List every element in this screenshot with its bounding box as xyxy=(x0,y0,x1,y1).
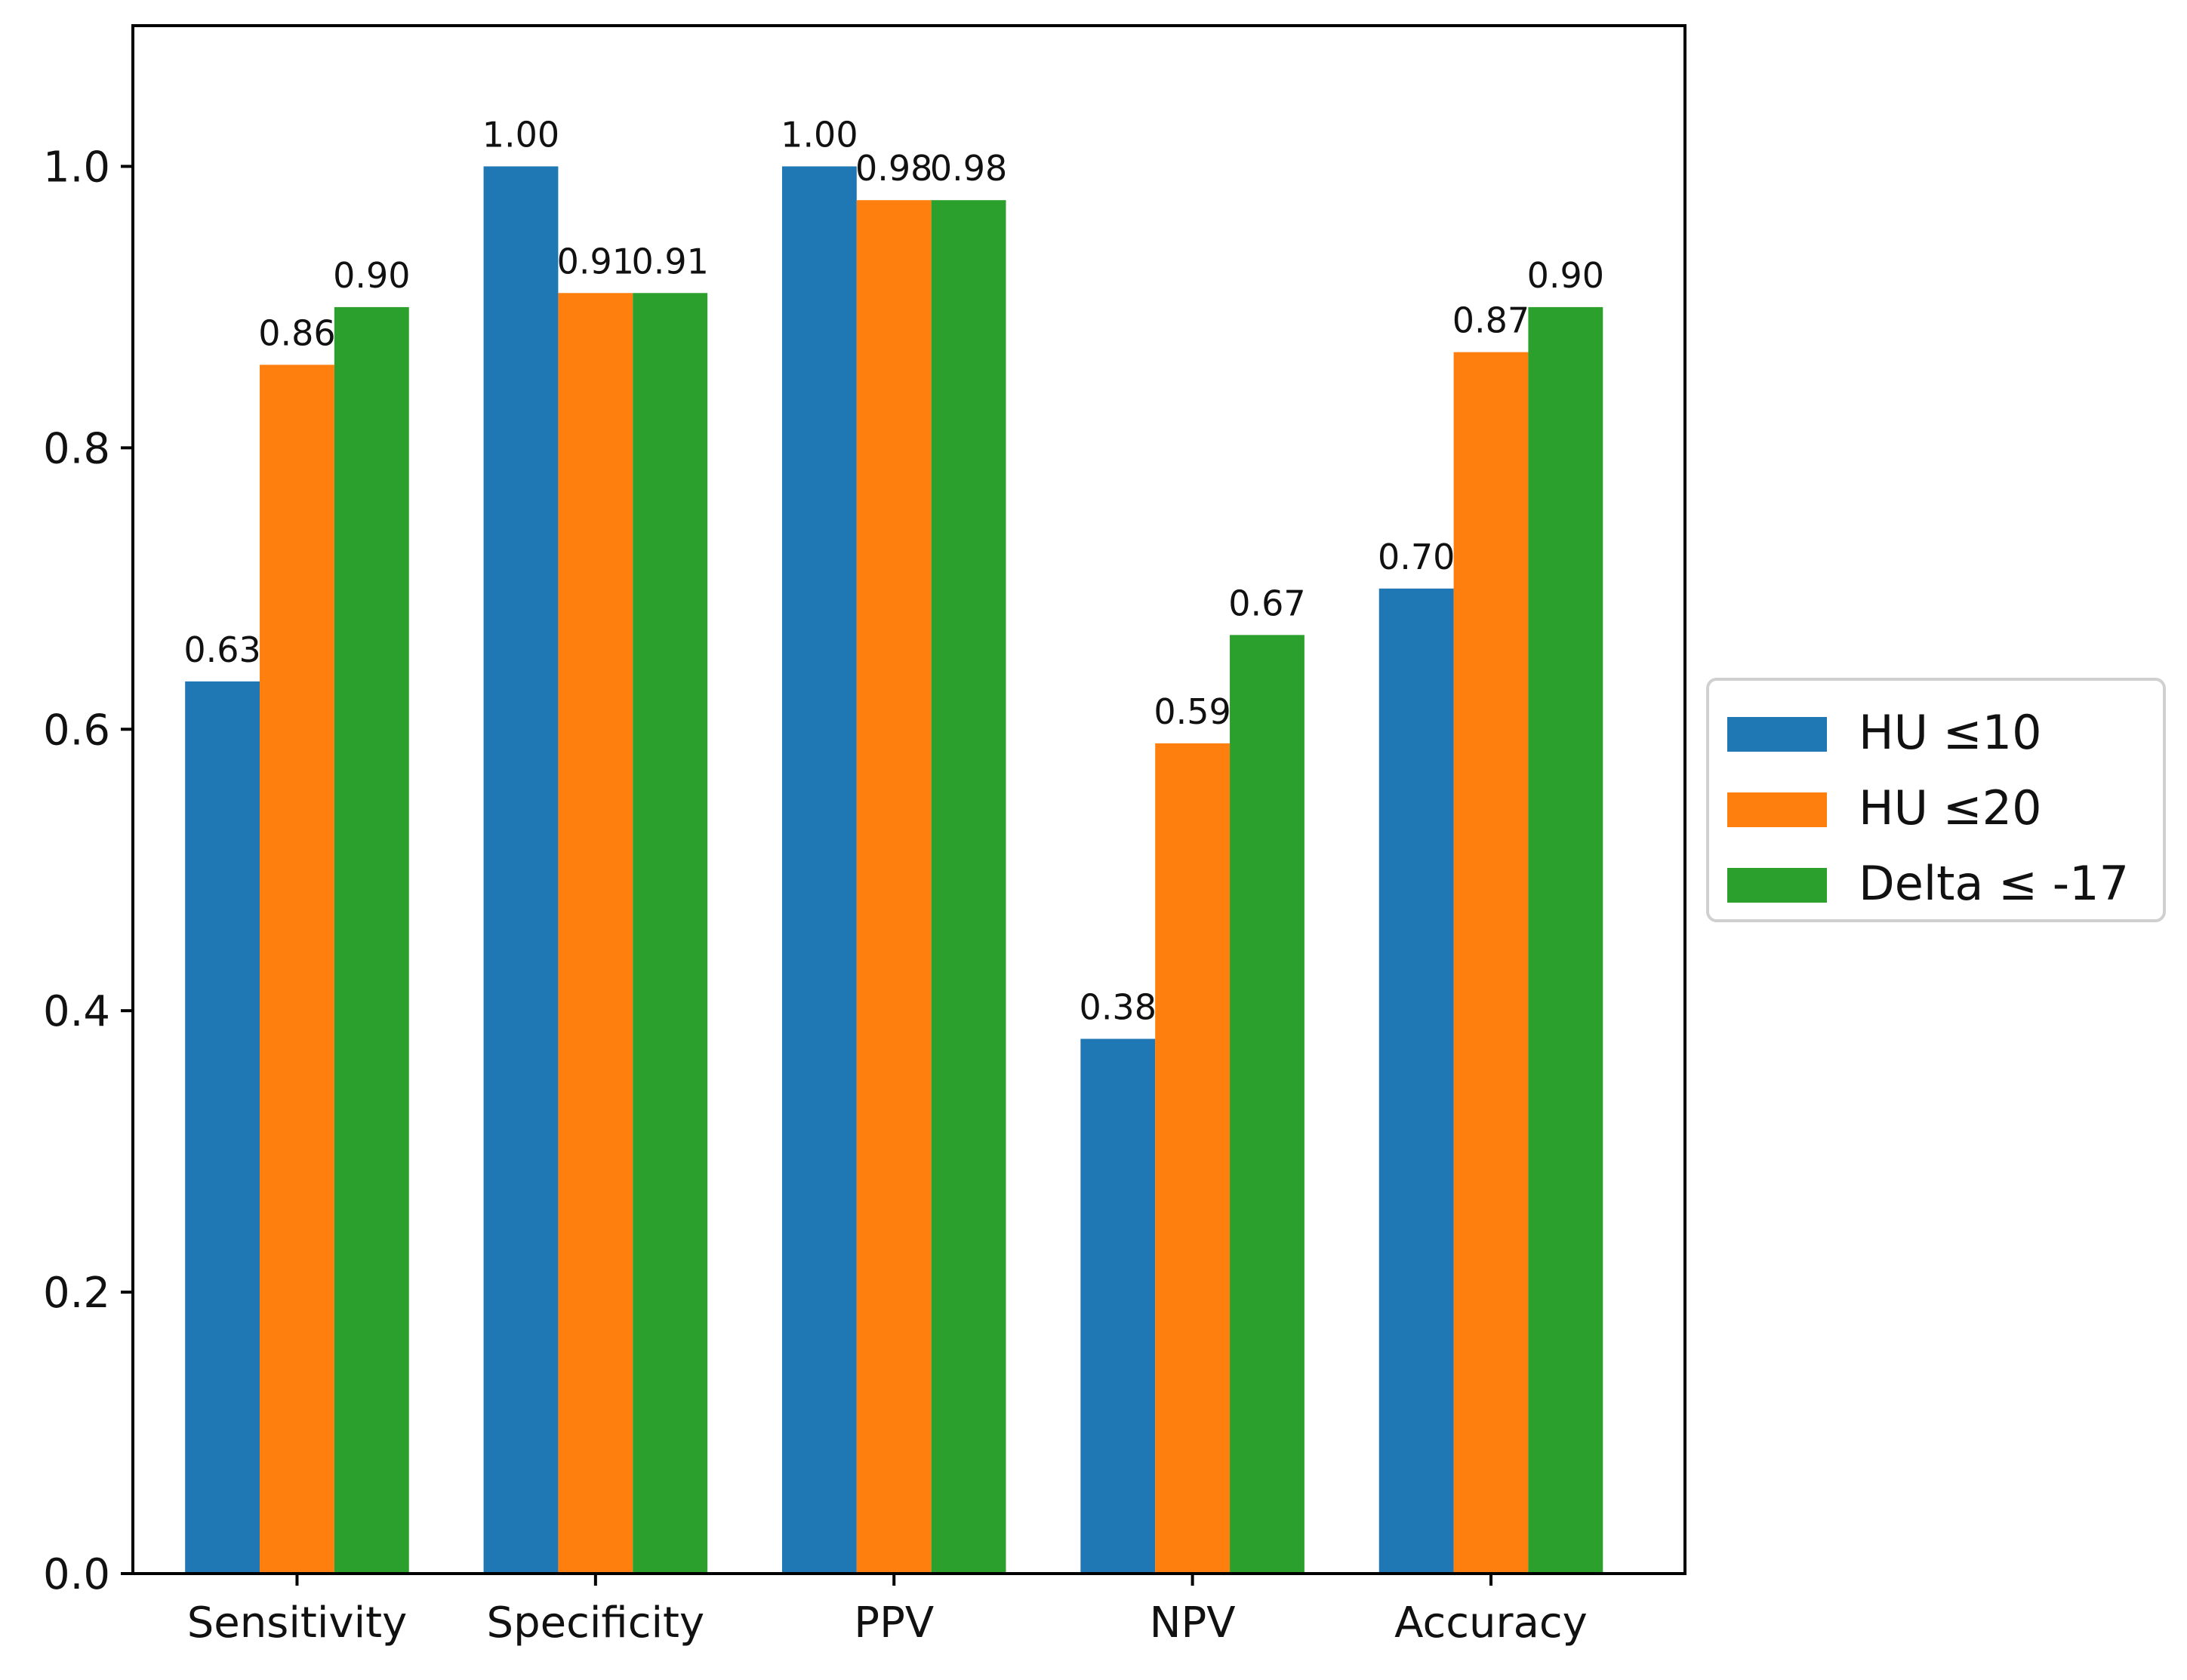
legend: HU ≤10 HU ≤20 Delta ≤ -17 xyxy=(1706,678,2166,922)
bar-sensitivity-series-3 xyxy=(334,306,409,1574)
legend-swatch-series-3 xyxy=(1727,868,1827,903)
bar-npv-series-1 xyxy=(1080,1038,1156,1574)
bar-accuracy-series-1 xyxy=(1378,588,1454,1574)
value-label-sensitivity-series-1: 0.63 xyxy=(183,629,260,670)
bars-layer xyxy=(185,166,1603,1574)
x-tick-label-accuracy: Accuracy xyxy=(1394,1598,1588,1648)
x-tick-label-sensitivity: Sensitivity xyxy=(187,1598,408,1648)
x-tick-label-ppv: PPV xyxy=(854,1598,934,1648)
bar-specificity-series-1 xyxy=(483,166,559,1574)
value-label-npv-series-1: 0.38 xyxy=(1080,986,1157,1027)
value-label-sensitivity-series-3: 0.90 xyxy=(333,255,410,296)
legend-label-series-3: Delta ≤ -17 xyxy=(1859,856,2129,911)
value-label-specificity-series-1: 1.00 xyxy=(482,114,559,155)
value-label-specificity-series-2: 0.91 xyxy=(557,241,634,282)
bar-specificity-series-2 xyxy=(558,293,633,1574)
legend-swatch-series-1 xyxy=(1727,717,1827,752)
value-label-npv-series-3: 0.67 xyxy=(1228,583,1305,623)
value-label-ppv-series-2: 0.98 xyxy=(855,148,932,189)
value-label-npv-series-2: 0.59 xyxy=(1154,691,1231,732)
y-tick-label: 0.4 xyxy=(43,987,110,1036)
y-tick-label: 0.0 xyxy=(43,1550,110,1599)
value-label-accuracy-series-2: 0.87 xyxy=(1452,300,1529,341)
bar-npv-series-2 xyxy=(1155,743,1231,1574)
value-label-specificity-series-3: 0.91 xyxy=(631,241,708,282)
y-axis: 0.0 0.2 0.4 0.6 0.8 1.0 xyxy=(43,143,133,1599)
legend-label-series-1: HU ≤10 xyxy=(1859,705,2042,760)
bar-accuracy-series-2 xyxy=(1453,352,1529,1574)
y-tick-label: 0.2 xyxy=(43,1269,110,1318)
value-label-ppv-series-3: 0.98 xyxy=(930,148,1007,189)
bar-sensitivity-series-2 xyxy=(260,365,334,1574)
value-labels-layer: 0.630.860.901.000.910.911.000.980.980.38… xyxy=(183,114,1604,1027)
value-label-accuracy-series-3: 0.90 xyxy=(1527,255,1604,296)
bar-specificity-series-3 xyxy=(633,293,708,1574)
bar-npv-series-3 xyxy=(1230,635,1304,1574)
y-tick-label: 1.0 xyxy=(43,143,110,192)
plot-frame xyxy=(131,24,1686,1575)
bar-sensitivity-series-1 xyxy=(185,681,260,1574)
x-axis: Sensitivity Specificity PPV NPV Accuracy xyxy=(187,1574,1588,1648)
x-tick-label-specificity: Specificity xyxy=(487,1598,705,1648)
legend-label-series-2: HU ≤20 xyxy=(1859,780,2042,835)
bar-ppv-series-2 xyxy=(856,200,932,1574)
x-tick-label-npv: NPV xyxy=(1150,1598,1236,1648)
value-label-sensitivity-series-2: 0.86 xyxy=(258,312,335,353)
value-label-ppv-series-1: 1.00 xyxy=(781,114,858,155)
y-tick-label: 0.6 xyxy=(43,706,110,755)
y-tick-label: 0.8 xyxy=(43,424,110,473)
value-label-accuracy-series-1: 0.70 xyxy=(1378,537,1455,577)
bar-ppv-series-3 xyxy=(931,200,1006,1574)
bar-ppv-series-1 xyxy=(781,166,857,1574)
legend-swatch-series-2 xyxy=(1727,792,1827,827)
bar-accuracy-series-3 xyxy=(1528,306,1603,1574)
